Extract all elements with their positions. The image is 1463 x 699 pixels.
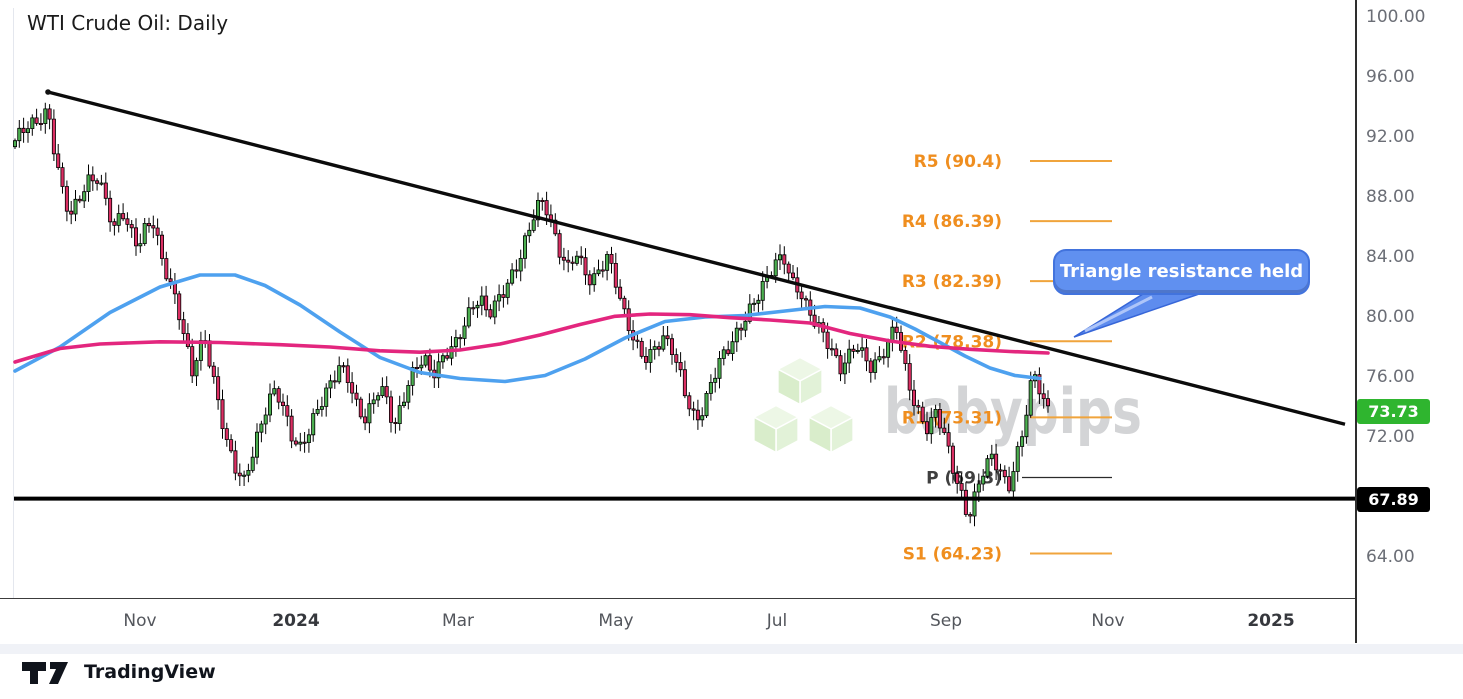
y-axis-label: 92.00: [1366, 127, 1415, 147]
pivot-label[interactable]: R3 (82.39): [902, 272, 1002, 292]
ma-pink[interactable]: [13, 312, 1050, 364]
x-axis-label: May: [598, 611, 634, 631]
callout-tail[interactable]: [1073, 293, 1200, 338]
pivot-label[interactable]: S1 (64.23): [903, 545, 1002, 565]
y-axis-label: 100.00: [1366, 7, 1426, 27]
trendline[interactable]: [47, 90, 1346, 426]
pivot-label[interactable]: R4 (86.39): [902, 212, 1002, 232]
y-axis-label: 88.00: [1366, 187, 1415, 207]
price-scale-badge: 67.89: [1357, 486, 1430, 512]
annotation-callout[interactable]: Triangle resistance held: [1053, 249, 1310, 295]
y-axis-label: 76.00: [1366, 367, 1415, 387]
pivot-label[interactable]: P (69.3): [926, 469, 1002, 489]
pivot-label[interactable]: R5 (90.4): [914, 152, 1002, 172]
y-axis-label: 80.00: [1366, 307, 1415, 327]
pivot-label[interactable]: R1 (73.31): [902, 408, 1002, 428]
bottom-band: [0, 644, 1463, 654]
x-axis-label: Nov: [123, 611, 157, 631]
x-axis-label: Jul: [766, 611, 788, 631]
x-axis-label: Mar: [441, 611, 475, 631]
y-axis-label: 64.00: [1366, 547, 1415, 567]
page-title: WTI Crude Oil: Daily: [27, 11, 229, 35]
y-axis-label: 72.00: [1366, 427, 1415, 447]
x-axis-label: Nov: [1091, 611, 1125, 631]
x-axis-label: Sep: [929, 611, 963, 631]
ma-blue[interactable]: [13, 273, 1042, 384]
x-axis-label: 2025: [1247, 611, 1295, 631]
candles-bearish[interactable]: [21, 108, 1050, 517]
candle-wicks: [14, 102, 1049, 527]
brand-name[interactable]: TradingView: [84, 661, 216, 683]
candles-bullish[interactable]: [13, 108, 1037, 517]
footer: TradingView: [20, 658, 216, 686]
x-axis-label: 2024: [272, 611, 320, 631]
tradingview-logo-icon[interactable]: [20, 658, 76, 686]
price-axis-line: [1355, 0, 1357, 643]
y-axis-label: 84.00: [1366, 247, 1415, 267]
price-scale-badge: 73.73: [1357, 399, 1430, 425]
trendline-handle[interactable]: [45, 89, 51, 95]
price-scale[interactable]: 100.00 96.00 92.00 88.00 84.00 80.00 76.00 72.0…: [1366, 0, 1462, 598]
time-scale[interactable]: Nov 2024 Mar May Jul Sep Nov 2025: [0, 598, 1355, 645]
y-axis-label: 96.00: [1366, 67, 1415, 87]
